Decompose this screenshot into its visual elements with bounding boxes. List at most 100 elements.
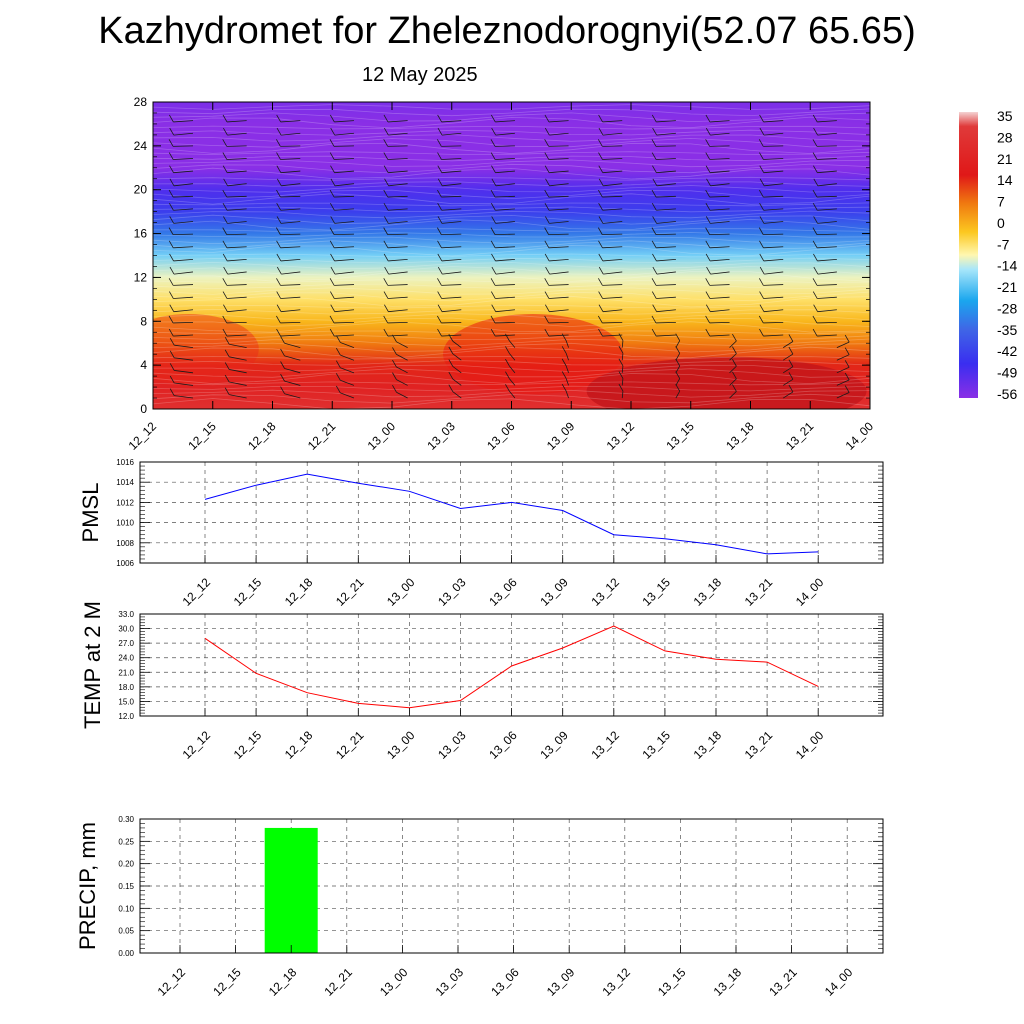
wind-barb bbox=[817, 258, 837, 262]
wind-barb bbox=[280, 334, 301, 337]
wind-barb-flag bbox=[437, 165, 443, 173]
wind-barb bbox=[334, 183, 355, 187]
wind-barb bbox=[621, 365, 624, 373]
wind-barb bbox=[764, 183, 784, 187]
wind-barb bbox=[729, 378, 737, 386]
wind-barb-flag bbox=[844, 347, 850, 355]
wind-barb bbox=[441, 334, 462, 337]
wind-barb bbox=[817, 296, 837, 299]
wind-barb-flag bbox=[383, 127, 389, 136]
wind-barb bbox=[334, 195, 354, 198]
wind-barb bbox=[675, 340, 681, 348]
wind-barb-flag bbox=[490, 278, 496, 286]
x-tick-label: 12_15 bbox=[210, 965, 244, 999]
contour-line bbox=[153, 283, 870, 290]
wind-barb-flag bbox=[383, 165, 389, 173]
colorbar-label: -35 bbox=[997, 322, 1017, 338]
y-tick-label: 1012 bbox=[116, 498, 134, 507]
wind-barb-flag bbox=[448, 371, 454, 380]
wind-barb bbox=[334, 334, 354, 337]
wind-barb bbox=[763, 158, 784, 160]
x-tick-label: 14_00 bbox=[843, 419, 877, 453]
wind-barb bbox=[763, 233, 784, 236]
wind-barb-flag bbox=[705, 227, 710, 235]
x-tick-label: 13_00 bbox=[384, 728, 418, 762]
wind-barb-flag bbox=[383, 189, 389, 198]
x-tick-label: 13_18 bbox=[711, 965, 745, 999]
wind-barb-flag bbox=[222, 278, 228, 286]
wind-barb-flag bbox=[329, 114, 335, 123]
wind-barb-flag bbox=[505, 358, 510, 367]
wind-barb-flag bbox=[651, 189, 657, 198]
wind-barb-flag bbox=[706, 178, 711, 187]
wind-barb bbox=[441, 170, 462, 174]
wind-barb-flag bbox=[758, 227, 764, 235]
temperature-colorbar: 35 28 21 14 7 0 -7 -14 -21 -28 -35 -42 -49 -56 bbox=[959, 108, 1017, 402]
wind-barb bbox=[281, 309, 301, 313]
colorbar-label: 35 bbox=[997, 108, 1013, 124]
wind-barb-flag bbox=[812, 152, 818, 160]
wind-barb bbox=[387, 296, 408, 299]
wind-barb-flag bbox=[383, 240, 389, 248]
contour-line bbox=[153, 202, 870, 207]
wind-barb-flag bbox=[169, 127, 175, 136]
wind-barb-flag bbox=[651, 291, 657, 299]
wind-barb bbox=[226, 195, 247, 198]
wind-barb bbox=[816, 195, 837, 198]
wind-barb-flag bbox=[437, 114, 442, 123]
wind-barb-flag bbox=[280, 386, 285, 394]
wind-barb-flag bbox=[788, 384, 794, 393]
y-tick-label: 30.0 bbox=[118, 625, 134, 634]
contour-line bbox=[153, 189, 870, 200]
contour-line bbox=[153, 373, 870, 385]
wind-barb-flag bbox=[276, 315, 281, 324]
wind-barb bbox=[602, 158, 623, 160]
wind-barb-flag bbox=[448, 346, 454, 355]
contour-line bbox=[153, 167, 870, 180]
wind-barb-flag bbox=[561, 383, 567, 392]
x-tick-label: 12_18 bbox=[245, 419, 279, 453]
x-tick-label: 13_06 bbox=[486, 575, 520, 609]
wind-barb bbox=[603, 271, 623, 275]
x-tick-label: 13_15 bbox=[655, 965, 689, 999]
wind-barb bbox=[495, 271, 515, 275]
wind-barb bbox=[174, 344, 194, 348]
wind-barb bbox=[173, 271, 194, 275]
series-line bbox=[204, 625, 819, 709]
wind-barb-flag bbox=[384, 304, 389, 312]
wind-barb bbox=[281, 183, 301, 187]
wind-barb bbox=[495, 309, 515, 313]
wind-barb bbox=[334, 170, 354, 174]
wind-barb bbox=[387, 284, 408, 286]
x-tick-label: 13_15 bbox=[663, 419, 697, 453]
contour-line bbox=[153, 279, 870, 283]
wind-barb-flag bbox=[168, 227, 174, 235]
y-tick-label: 24 bbox=[134, 139, 148, 153]
colorbar-label: -14 bbox=[997, 258, 1017, 274]
wind-barb-flag bbox=[651, 240, 657, 248]
colorbar-label: 28 bbox=[997, 129, 1013, 145]
contour-line bbox=[153, 321, 870, 333]
wind-barb-flag bbox=[505, 346, 510, 354]
wind-barb-flag bbox=[759, 216, 765, 224]
wind-barb bbox=[710, 221, 730, 224]
wind-barb bbox=[173, 158, 194, 160]
wind-barb-flag bbox=[651, 278, 657, 286]
contour-line bbox=[153, 261, 870, 270]
wind-barb-flag bbox=[223, 304, 228, 312]
wind-barb bbox=[729, 353, 737, 361]
y-tick-label: 8 bbox=[140, 314, 147, 328]
wind-barb-flag bbox=[276, 203, 282, 211]
wind-barb-flag bbox=[544, 203, 550, 211]
wind-barb bbox=[226, 158, 247, 160]
wind-barb bbox=[280, 132, 301, 136]
wind-barb-flag bbox=[335, 347, 341, 356]
contour-line bbox=[153, 125, 870, 130]
wind-barb-flag bbox=[168, 240, 174, 248]
wind-barb-flag bbox=[812, 328, 818, 337]
wind-barb bbox=[655, 233, 676, 236]
wind-barb-flag bbox=[437, 253, 443, 262]
wind-barb bbox=[226, 208, 247, 211]
wind-barb-flag bbox=[705, 189, 711, 198]
wind-barb-flag bbox=[618, 383, 624, 392]
